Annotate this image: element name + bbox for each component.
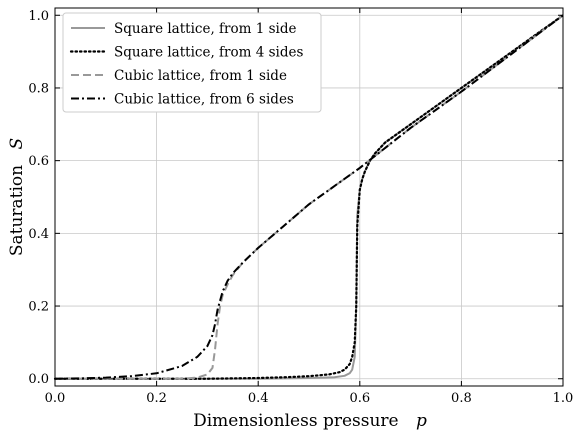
y-tick-label: 0.4 — [28, 227, 49, 242]
y-tick-label: 0.0 — [28, 372, 49, 387]
y-tick-label: 0.6 — [28, 154, 49, 169]
legend-label-1: Square lattice, from 1 side — [114, 21, 296, 37]
legend-box — [62, 12, 322, 113]
plot-frame — [54, 7, 564, 387]
x-axis-label: Dimensionless pressure p — [193, 411, 427, 431]
x-tick-label: 0.8 — [451, 391, 472, 406]
x-axis-label-symbol: p — [416, 411, 427, 431]
x-tick-label: 0.0 — [45, 391, 66, 406]
x-tick-label: 1.0 — [553, 391, 574, 406]
x-tick-label: 0.2 — [146, 391, 167, 406]
y-tick-label: 0.8 — [28, 81, 49, 96]
y-axis-label-symbol: S — [7, 138, 27, 150]
series-lines — [53, 14, 565, 380]
y-axis-label: Saturation S — [7, 138, 27, 256]
axis-ticks: 0.0 0.2 0.4 0.6 0.8 1.0 0.0 0.2 0.4 0.6 0.8 1.0 — [28, 8, 573, 406]
y-axis-label-text: Saturation — [7, 165, 27, 256]
x-tick-label: 0.4 — [248, 391, 269, 406]
x-tick-label: 0.6 — [349, 391, 370, 406]
legend-label-2: Square lattice, from 4 sides — [114, 45, 303, 61]
y-tick-label: 0.2 — [28, 300, 49, 315]
legend: Square lattice, from 1 side Square lattic… — [62, 12, 322, 113]
y-tick-label: 1.0 — [28, 9, 49, 24]
x-axis-label-text: Dimensionless pressure — [193, 411, 399, 431]
series-line-2 — [53, 14, 565, 380]
legend-label-3: Cubic lattice, from 1 side — [114, 68, 287, 84]
legend-label-4: Cubic lattice, from 6 sides — [114, 92, 294, 108]
